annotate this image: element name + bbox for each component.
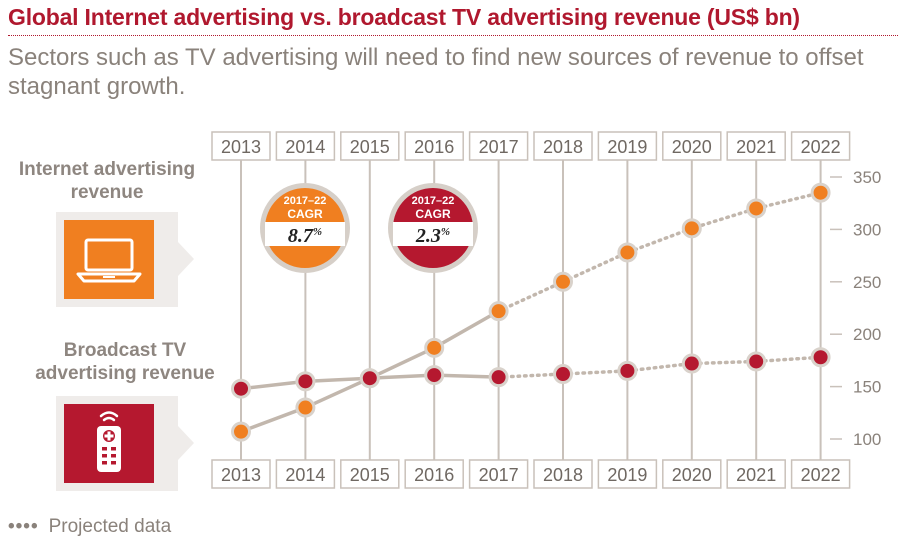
year-label-box-bottom: [662, 459, 722, 489]
data-point-internet: [424, 337, 445, 358]
x-tick-label-top: 2020: [672, 137, 712, 157]
x-tick-label-top: 2014: [285, 137, 325, 157]
y-tick-label: 300: [853, 220, 881, 239]
data-point-tv: [746, 351, 767, 372]
x-tick-label-bottom: 2020: [672, 465, 712, 485]
cagr-badge-unit: %: [313, 226, 322, 238]
year-label-box-bottom: [533, 459, 593, 489]
tv-card-pointer: [178, 426, 194, 460]
chart-subtitle: Sectors such as TV advertising will need…: [8, 44, 864, 100]
data-point-tv: [359, 368, 380, 389]
x-tick-label-top: 2015: [350, 137, 390, 157]
cagr-badge-unit: %: [441, 226, 450, 238]
year-label-box-top: [468, 131, 529, 161]
internet-card-pointer: [178, 242, 194, 276]
data-point-tv: [553, 364, 573, 385]
x-tick-label-bottom: 2016: [414, 465, 454, 485]
year-label-box-bottom: [275, 459, 336, 489]
x-tick-label-top: 2016: [414, 137, 454, 157]
tv-icon-card: [56, 396, 194, 491]
year-label-box-top: [597, 131, 658, 161]
year-label-box-bottom: [597, 459, 658, 489]
year-label-box-top: [662, 131, 722, 161]
data-point-internet: [617, 242, 638, 263]
data-point-tv: [810, 347, 831, 368]
data-point-internet: [295, 397, 316, 418]
data-point-tv: [295, 371, 316, 392]
y-tick-label: 350: [853, 168, 881, 187]
year-label-box-top: [790, 131, 851, 161]
cagr-badge-caption: CAGR: [287, 207, 323, 221]
x-tick-label-bottom: 2013: [221, 465, 261, 485]
data-point-tv: [488, 367, 509, 388]
projected-legend-label: Projected data: [48, 516, 172, 537]
internet-icon-card: [56, 212, 194, 307]
y-tick-label: 150: [853, 378, 881, 397]
data-point-tv: [424, 365, 445, 386]
year-label-box-top: [275, 131, 336, 161]
data-point-tv: [681, 353, 702, 374]
year-label-box-bottom: [404, 459, 464, 489]
x-tick-label-top: 2018: [543, 137, 583, 157]
year-label-box-top: [211, 131, 271, 161]
x-tick-label-bottom: 2021: [736, 465, 776, 485]
remote-control-icon: [97, 411, 121, 472]
cagr-badge-band: [393, 222, 473, 246]
x-tick-label-bottom: 2019: [607, 465, 647, 485]
data-point-tv: [617, 360, 638, 381]
y-tick-label: 250: [853, 273, 881, 292]
cagr-badge-period: 2017–22: [412, 195, 455, 207]
year-label-box-top: [533, 131, 593, 161]
internet-icon-box: [64, 220, 154, 299]
data-point-internet: [746, 198, 767, 219]
x-tick-label-bottom: 2014: [285, 465, 325, 485]
x-tick-label-top: 2013: [221, 137, 261, 157]
y-tick-label: 200: [853, 325, 881, 344]
data-point-internet: [681, 218, 702, 239]
year-label-box-top: [340, 131, 400, 161]
tv-icon-box: [64, 404, 154, 483]
x-tick-label-bottom: 2015: [350, 465, 390, 485]
projected-dotted-line-swatch: ••••: [8, 516, 39, 537]
laptop-icon: [76, 238, 142, 283]
projected-legend: •••• Projected data: [8, 516, 171, 538]
year-label-box-bottom: [726, 459, 786, 489]
data-point-internet: [231, 421, 251, 442]
cagr-badge-period: 2017–22: [284, 195, 327, 207]
cagr-badge-caption: CAGR: [415, 207, 451, 221]
year-label-box-bottom: [468, 459, 529, 489]
y-tick-label: 100: [853, 430, 881, 449]
chart-title: Global Internet advertising vs. broadcas…: [8, 4, 800, 30]
data-point-internet: [553, 271, 573, 292]
x-tick-label-bottom: 2018: [543, 465, 583, 485]
x-tick-label-top: 2019: [607, 137, 647, 157]
x-tick-label-bottom: 2017: [479, 465, 519, 485]
x-tick-label-top: 2021: [736, 137, 776, 157]
tv-legend-label: Broadcast TV advertising revenue: [35, 340, 215, 384]
data-point-tv: [231, 378, 251, 399]
title-divider: [8, 35, 898, 36]
year-label-box-bottom: [340, 459, 400, 489]
year-label-box-bottom: [211, 459, 271, 489]
year-label-box-top: [726, 131, 786, 161]
series-line-projected-1: [496, 355, 823, 379]
data-point-internet: [488, 301, 509, 322]
x-tick-label-top: 2022: [801, 137, 841, 157]
year-label-box-bottom: [790, 459, 851, 489]
series-line-projected-0: [496, 190, 823, 313]
cagr-badge-band: [265, 222, 345, 246]
data-point-internet: [810, 182, 831, 203]
x-tick-label-top: 2017: [479, 137, 519, 157]
x-tick-label-bottom: 2022: [801, 465, 841, 485]
internet-legend-label: Internet advertising revenue: [18, 159, 196, 203]
year-label-box-top: [404, 131, 464, 161]
